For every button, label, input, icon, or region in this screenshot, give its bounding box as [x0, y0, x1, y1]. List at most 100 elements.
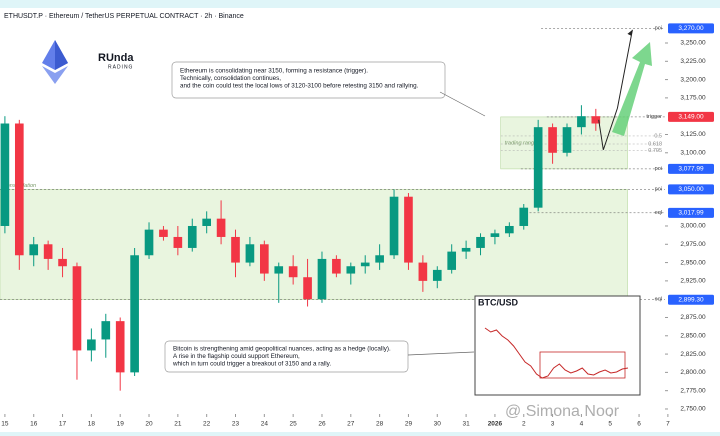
eth-logo — [42, 40, 68, 84]
projection-head — [627, 29, 633, 36]
fib-label: 0.5 — [654, 133, 662, 139]
level-price-label: 3,077.99 — [678, 166, 704, 173]
brand-sub: RADING — [108, 64, 133, 70]
level-price-label: 3,017.99 — [678, 210, 704, 217]
candle-body — [43, 244, 53, 259]
level-price-label: 3,270.00 — [678, 25, 704, 32]
y-tick-label: 2,950.00 — [680, 259, 706, 266]
note-box — [164, 340, 409, 373]
y-tick-label: 2,775.00 — [680, 387, 706, 394]
x-tick-label: 5 — [608, 421, 612, 428]
x-tick-label: 28 — [376, 421, 384, 428]
y-tick-label: 3,125.00 — [680, 131, 706, 138]
candle-body — [245, 244, 255, 263]
x-tick-label: 29 — [405, 421, 413, 428]
candle-body — [87, 339, 96, 351]
zone — [0, 189, 628, 300]
note-text: Bitcoin is strengthening amid geopolitic… — [173, 346, 391, 353]
candle-body — [274, 266, 284, 274]
level-name: poi — [655, 186, 662, 192]
candle-body — [173, 236, 183, 248]
y-tick-label: 2,750.00 — [680, 406, 706, 413]
level-price-label: 2,899.30 — [678, 296, 704, 303]
candle-body — [14, 123, 24, 256]
fib-label: 0.618 — [648, 141, 662, 147]
y-tick-label: 3,100.00 — [680, 150, 706, 157]
y-tick-label: 3,200.00 — [680, 76, 706, 83]
y-tick-label: 3,175.00 — [680, 95, 706, 102]
candle-body — [591, 116, 601, 124]
note-text: and the coin could test the local lows o… — [180, 83, 419, 90]
x-tick-label: 25 — [290, 421, 298, 428]
candle-body — [202, 218, 212, 226]
y-tick-label: 2,925.00 — [680, 278, 706, 285]
x-tick-label: 7 — [666, 421, 670, 428]
candle-body — [418, 262, 428, 281]
x-tick-label: 4 — [580, 421, 584, 428]
projection-arrow — [612, 42, 652, 136]
y-tick-label: 3,000.00 — [680, 223, 706, 230]
x-tick-label: 19 — [117, 421, 125, 428]
candle-body — [303, 277, 312, 300]
candle-body — [332, 258, 341, 274]
candle-body — [130, 255, 139, 373]
note-text: A rise in the flagship could support Eth… — [173, 353, 300, 360]
y-tick-label: 2,825.00 — [680, 351, 706, 358]
level-price-label: 3,149.00 — [678, 114, 704, 121]
y-tick-label: 2,875.00 — [680, 314, 706, 321]
note-text: Technically, consolidation continues, — [180, 75, 281, 82]
x-tick-label: 21 — [174, 421, 182, 428]
level-name: eql — [655, 297, 662, 303]
inset-range-box — [539, 351, 626, 379]
brand-name: RUnda — [98, 52, 134, 64]
candle-body — [0, 123, 10, 226]
candle-body — [101, 321, 111, 340]
candle-body — [216, 218, 226, 237]
candle-body — [505, 225, 514, 234]
y-tick-label: 2,850.00 — [680, 332, 706, 339]
level-price-label: 3,050.00 — [678, 186, 704, 193]
x-tick-label: 3 — [551, 421, 555, 428]
x-tick-label: 31 — [462, 421, 470, 428]
x-tick-label: 20 — [145, 421, 153, 428]
candle-body — [461, 247, 471, 252]
note-pointer — [407, 351, 475, 356]
projection-path — [598, 29, 633, 151]
inset-line — [484, 327, 629, 379]
fib-label: 0.705 — [648, 148, 662, 154]
candle-body — [577, 116, 586, 128]
candle-body — [187, 225, 197, 248]
candle-body — [317, 258, 327, 300]
header-symbol: ETHUSDT.P · Ethereum / TetherUS PERPETUA… — [4, 13, 244, 20]
candle-body — [360, 262, 370, 267]
candle-body — [533, 127, 543, 208]
level-price-box — [668, 294, 714, 305]
x-tick-label: 27 — [347, 421, 355, 428]
x-tick-label: 30 — [434, 421, 442, 428]
candle-body — [29, 244, 39, 256]
x-tick-label: 18 — [88, 421, 96, 428]
x-tick-label: 17 — [59, 421, 67, 428]
candle-body — [404, 196, 413, 263]
candle-body — [432, 269, 442, 281]
x-tick-label: 15 — [1, 421, 9, 428]
candle-body — [562, 127, 572, 153]
candle-body — [548, 127, 557, 153]
candle-body — [115, 321, 125, 373]
level-price-box — [668, 23, 714, 34]
level-name: eql — [655, 210, 662, 216]
note-text: which in turn could trigger a breakout o… — [172, 361, 331, 368]
inset-frame — [474, 295, 641, 396]
candle-body — [389, 196, 399, 256]
y-tick-label: 3,225.00 — [680, 58, 706, 65]
level-name: trigger — [646, 114, 662, 120]
y-tick-label: 3,250.00 — [680, 40, 706, 47]
candle-body — [288, 266, 298, 278]
x-tick-label: 2 — [522, 421, 526, 428]
candle-body — [58, 258, 67, 267]
candle-body — [260, 244, 269, 274]
candle-body — [144, 229, 154, 256]
x-tick-label: 22 — [203, 421, 211, 428]
candle-body — [72, 266, 82, 351]
candle-body — [447, 251, 457, 270]
